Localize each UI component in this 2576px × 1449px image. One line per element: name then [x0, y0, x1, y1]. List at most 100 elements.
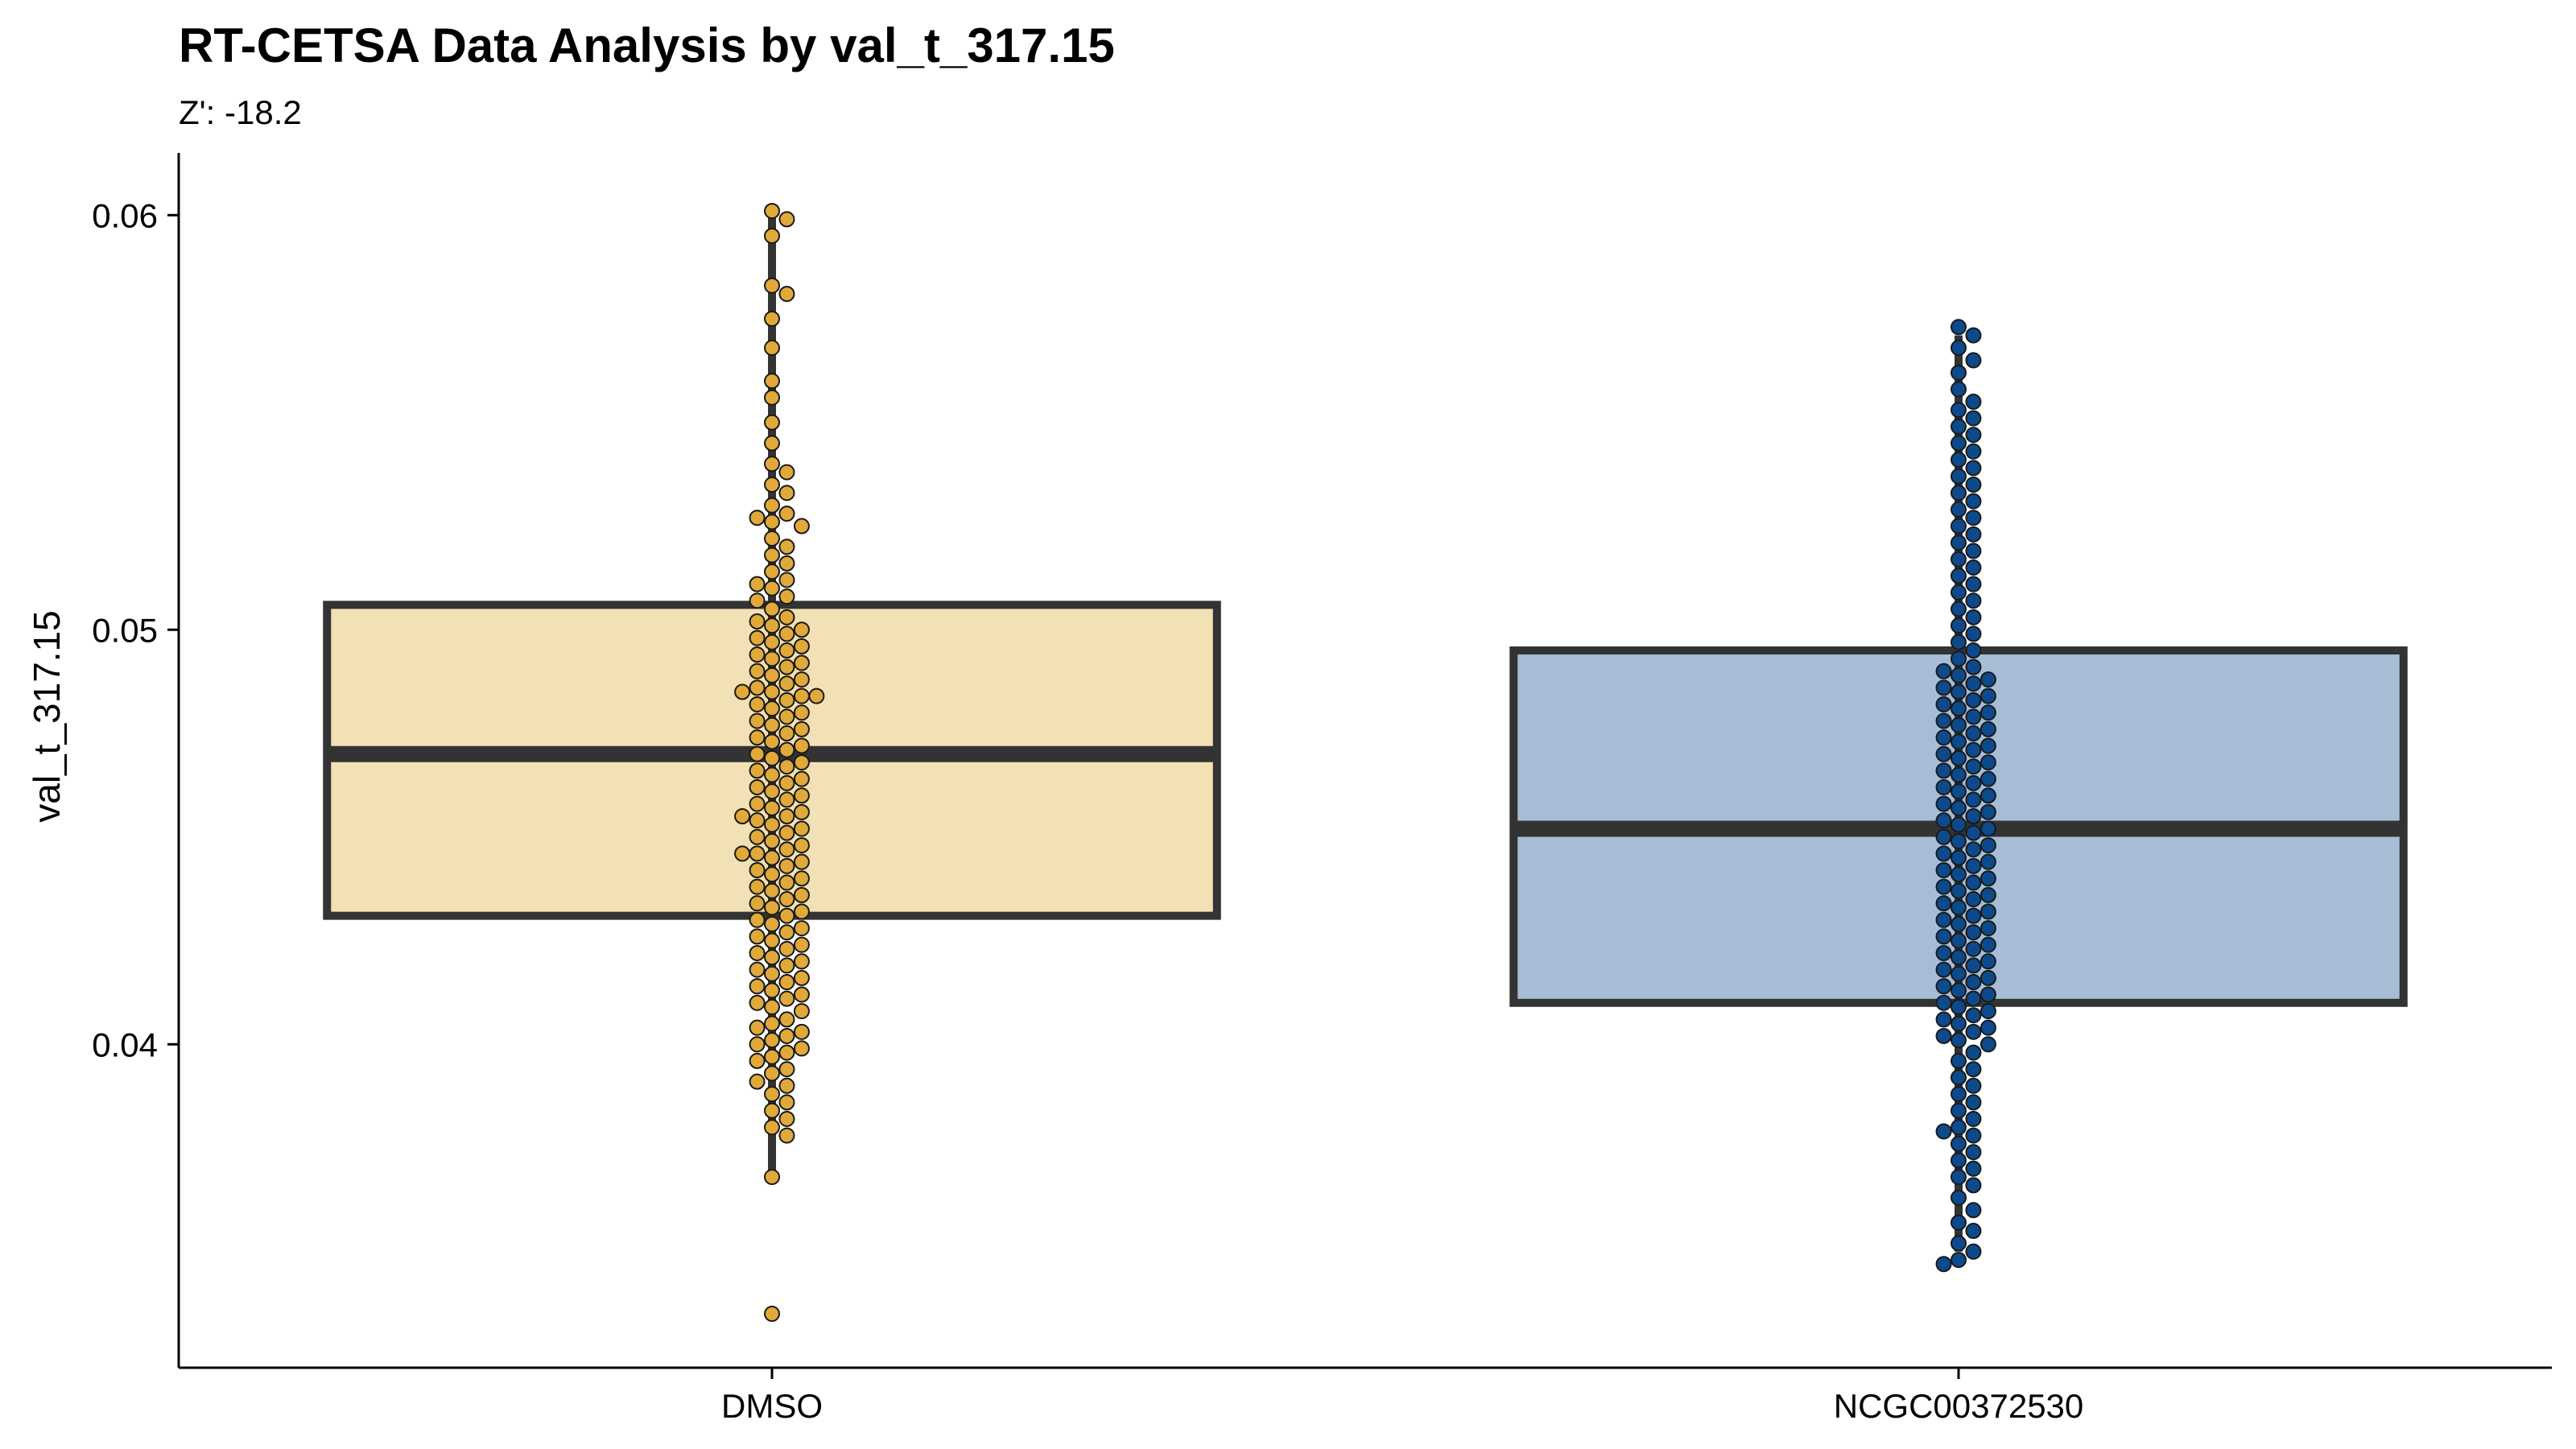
data-point [1951, 1069, 1967, 1086]
data-point [778, 907, 795, 924]
data-point [1979, 986, 1996, 1003]
data-point [793, 903, 810, 920]
data-point [1965, 526, 1982, 543]
data-point [793, 621, 810, 638]
data-point [1951, 915, 1967, 932]
data-point [793, 518, 810, 535]
data-point [764, 1306, 780, 1323]
data-point [764, 373, 780, 390]
data-point [1979, 704, 1996, 721]
data-point [1965, 1077, 1982, 1094]
y-tick-label: 0.06 [92, 196, 158, 234]
data-point [764, 1015, 780, 1032]
data-point [778, 1077, 795, 1094]
data-point [1951, 832, 1967, 849]
data-point [1935, 911, 1952, 928]
data-point [778, 824, 795, 841]
data-point [793, 1003, 810, 1020]
data-point [1935, 845, 1952, 862]
y-axis-label: val_t_317.15 [26, 610, 68, 822]
data-point [749, 978, 766, 995]
data-point [1935, 895, 1952, 912]
data-point [778, 1027, 795, 1044]
data-point [749, 845, 766, 862]
data-point [778, 1094, 795, 1111]
data-point [1979, 920, 1996, 937]
data-point [1965, 427, 1982, 444]
data-point [778, 588, 795, 605]
data-point [1965, 642, 1982, 659]
data-point [1965, 1110, 1982, 1127]
data-point [764, 564, 780, 580]
data-point [1979, 671, 1996, 688]
data-point [1951, 1032, 1967, 1049]
data-point [749, 1073, 766, 1090]
data-point [1979, 1003, 1996, 1020]
data-point [749, 944, 766, 961]
data-point [1935, 778, 1952, 795]
data-point [778, 725, 795, 742]
data-point [764, 634, 780, 650]
data-point [734, 683, 751, 700]
data-point [793, 1040, 810, 1057]
data-point [1965, 625, 1982, 642]
data-point [1951, 1235, 1967, 1252]
data-point [1965, 824, 1982, 841]
data-point [1935, 978, 1952, 995]
data-point [1965, 708, 1982, 725]
data-point [1935, 812, 1952, 829]
data-point [1951, 1135, 1967, 1152]
data-point [1951, 667, 1967, 683]
data-point [778, 642, 795, 659]
data-point [764, 580, 780, 597]
data-point [1951, 617, 1967, 634]
data-point [778, 555, 795, 572]
data-point [1979, 787, 1996, 804]
data-point [1979, 837, 1996, 854]
data-point [1965, 691, 1982, 708]
data-point [764, 667, 780, 683]
chart-title: RT-CETSA Data Analysis by val_t_317.15 [179, 19, 1115, 72]
data-point [793, 986, 810, 1003]
data-point [749, 762, 766, 779]
data-point [764, 650, 780, 667]
data-point [1951, 799, 1967, 816]
data-point [764, 514, 780, 530]
data-point [1965, 1023, 1982, 1040]
data-point [1965, 410, 1982, 427]
data-point [764, 899, 780, 916]
data-point [1965, 443, 1982, 460]
data-point [764, 389, 780, 406]
data-point [1951, 1169, 1967, 1186]
data-point [1951, 982, 1967, 999]
data-point [764, 497, 780, 514]
data-point [1951, 1189, 1967, 1206]
data-point [793, 704, 810, 721]
data-point [1965, 940, 1982, 957]
data-point [1951, 650, 1967, 667]
data-point [1965, 907, 1982, 924]
data-point [1979, 1019, 1996, 1036]
data-point [764, 1169, 780, 1186]
data-point [778, 857, 795, 874]
data-point [778, 464, 795, 481]
data-point [1965, 592, 1982, 609]
data-point [1935, 1256, 1952, 1273]
data-point [764, 203, 780, 220]
data-point [793, 837, 810, 854]
data-point [1951, 1214, 1967, 1231]
y-tick-label: 0.04 [92, 1026, 158, 1063]
data-point [1951, 501, 1967, 518]
data-point [1951, 468, 1967, 485]
data-point [749, 994, 766, 1011]
data-point [764, 340, 780, 357]
data-point [793, 687, 810, 704]
data-point [764, 932, 780, 949]
data-point [793, 654, 810, 671]
data-point [1965, 957, 1982, 974]
data-point [764, 849, 780, 866]
data-point [1965, 477, 1982, 493]
data-point [764, 832, 780, 849]
data-point [749, 812, 766, 829]
data-point [764, 547, 780, 564]
